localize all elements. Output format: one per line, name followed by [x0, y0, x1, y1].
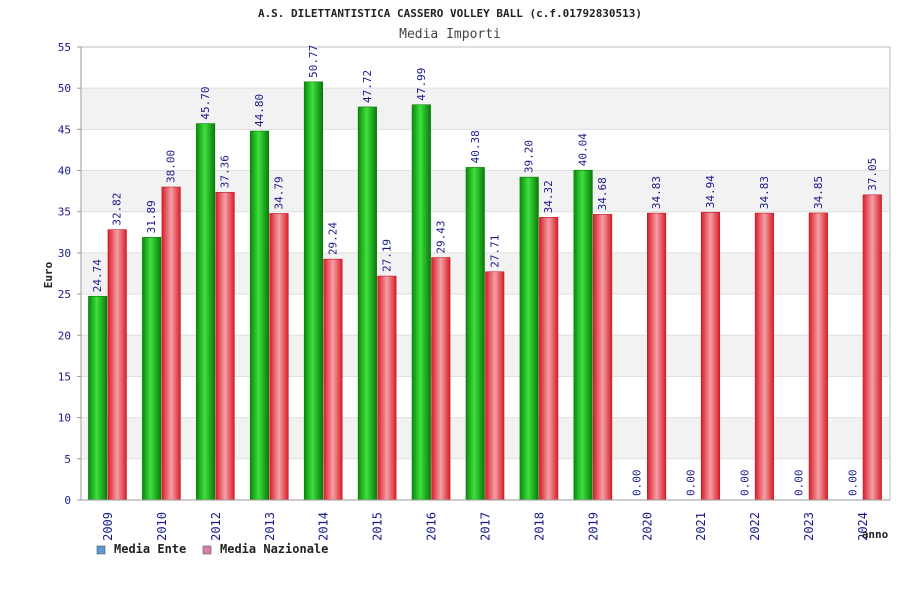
- bar-media-ente-2009: [88, 295, 108, 501]
- value-label-media-nazionale-2012: 37.36: [219, 155, 232, 188]
- y-tick-label: 15: [58, 370, 71, 383]
- y-axis-title: Euro: [42, 261, 55, 288]
- bar-media-ente-2012: [196, 123, 216, 501]
- legend: Media Ente Media Nazionale: [96, 542, 328, 556]
- value-label-media-ente-2019: 40.04: [577, 133, 590, 166]
- value-label-media-ente-2023: 0.00: [792, 470, 805, 497]
- value-label-media-ente-2014: 50.77: [307, 45, 320, 78]
- x-tick-label-2012: 2012: [209, 512, 223, 541]
- x-tick-label-2010: 2010: [155, 512, 169, 541]
- value-label-media-nazionale-2022: 34.83: [758, 176, 771, 209]
- value-label-media-ente-2021: 0.00: [684, 470, 697, 497]
- bar-media-nazionale-2015: [377, 275, 397, 501]
- bar-media-nazionale-2019: [593, 214, 613, 501]
- y-tick-label: 40: [58, 165, 71, 178]
- legend-swatch-media-ente: [96, 545, 106, 555]
- x-tick-label-2016: 2016: [425, 512, 439, 541]
- y-tick-label: 25: [58, 288, 71, 301]
- value-label-media-ente-2013: 44.80: [253, 94, 266, 127]
- bar-media-nazionale-2023: [808, 212, 828, 501]
- y-tick-label: 10: [58, 412, 71, 425]
- x-tick-label-2020: 2020: [640, 512, 654, 541]
- bar-media-nazionale-2013: [269, 213, 289, 501]
- bar-media-nazionale-2022: [754, 212, 774, 501]
- y-tick-label: 30: [58, 247, 71, 260]
- x-tick-label-2014: 2014: [317, 512, 331, 541]
- value-label-media-nazionale-2013: 34.79: [273, 176, 286, 209]
- y-tick-label: 5: [64, 453, 71, 466]
- legend-label-media-ente: Media Ente: [114, 542, 186, 556]
- value-label-media-ente-2024: 0.00: [846, 470, 859, 497]
- y-tick-label: 50: [58, 82, 71, 95]
- y-tick-label: 45: [58, 123, 71, 136]
- y-tick-label: 55: [58, 41, 71, 54]
- bar-media-ente-2016: [411, 104, 431, 501]
- value-label-media-ente-2020: 0.00: [631, 470, 644, 497]
- x-tick-label-2023: 2023: [802, 512, 816, 541]
- bar-media-nazionale-2009: [107, 229, 127, 501]
- bar-media-ente-2018: [519, 176, 539, 501]
- y-tick-label: 0: [64, 494, 71, 507]
- value-label-media-nazionale-2015: 27.19: [380, 239, 393, 272]
- value-label-media-nazionale-2009: 32.82: [111, 193, 124, 226]
- value-label-media-nazionale-2018: 34.32: [542, 180, 555, 213]
- x-axis: 2009 2010 2012 2013 2014 2015 2016 2017 2018 2019…: [81, 499, 890, 541]
- x-tick-label-2024: 2024: [856, 512, 870, 541]
- x-tick-label-2013: 2013: [263, 512, 277, 541]
- bar-media-nazionale-2018: [539, 217, 559, 501]
- value-label-media-ente-2009: 24.74: [91, 259, 104, 292]
- bar-media-nazionale-2010: [161, 186, 181, 501]
- value-label-media-ente-2012: 45.70: [199, 86, 212, 119]
- value-label-media-nazionale-2019: 34.68: [596, 177, 609, 210]
- x-tick-label-2021: 2021: [694, 512, 708, 541]
- value-label-media-ente-2017: 40.38: [469, 130, 482, 163]
- value-label-media-ente-2022: 0.00: [738, 470, 751, 497]
- y-axis: 0 5 10 15 20 25 30 35 40 45 50 55: [58, 41, 82, 507]
- bar-media-nazionale-2017: [485, 271, 505, 501]
- value-label-media-nazionale-2020: 34.83: [650, 176, 663, 209]
- x-tick-label-2022: 2022: [748, 512, 762, 541]
- x-tick-label-2017: 2017: [479, 512, 493, 541]
- x-tick-label-2019: 2019: [586, 512, 600, 541]
- legend-swatch-media-nazionale: [202, 545, 212, 555]
- bar-media-nazionale-2016: [431, 257, 451, 501]
- bar-media-ente-2014: [303, 81, 324, 501]
- x-tick-label-2015: 2015: [371, 512, 385, 541]
- bar-media-nazionale-2021: [700, 211, 721, 501]
- bar-media-nazionale-2020: [646, 212, 667, 501]
- bar-media-ente-2017: [465, 167, 485, 501]
- grid-band: [82, 88, 889, 130]
- value-label-media-nazionale-2021: 34.94: [704, 175, 717, 208]
- value-label-media-nazionale-2014: 29.24: [326, 222, 339, 255]
- chart-subtitle: Media Importi: [399, 27, 501, 42]
- x-tick-label-2018: 2018: [532, 512, 546, 541]
- x-axis-title: anno: [862, 528, 889, 541]
- value-label-media-nazionale-2024: 37.05: [866, 158, 879, 191]
- value-label-media-nazionale-2016: 29.43: [434, 220, 447, 253]
- value-label-media-nazionale-2010: 38.00: [165, 150, 178, 183]
- value-label-media-ente-2018: 39.20: [523, 140, 536, 173]
- bars: 24.74 32.82 31.89 38.00 45.70 37.36 44.80 34.79…: [88, 45, 882, 501]
- value-label-media-nazionale-2023: 34.85: [812, 176, 825, 209]
- bar-media-ente-2010: [142, 237, 162, 501]
- bar-media-ente-2019: [573, 169, 593, 501]
- bar-media-nazionale-2024: [862, 194, 882, 501]
- value-label-media-ente-2015: 47.72: [361, 70, 374, 103]
- value-label-media-ente-2016: 47.99: [415, 68, 428, 101]
- y-tick-label: 35: [58, 206, 71, 219]
- value-label-media-nazionale-2017: 27.71: [488, 235, 501, 268]
- legend-label-media-nazionale: Media Nazionale: [220, 542, 328, 556]
- chart-title: A.S. DILETTANTISTICA CASSERO VOLLEY BALL…: [258, 7, 642, 20]
- bar-media-nazionale-2012: [215, 191, 235, 501]
- bar-media-ente-2015: [357, 106, 377, 501]
- value-label-media-ente-2010: 31.89: [145, 200, 158, 233]
- x-tick-label-2009: 2009: [101, 512, 115, 541]
- bar-media-ente-2013: [249, 130, 270, 501]
- bar-media-nazionale-2014: [323, 258, 343, 501]
- y-tick-label: 20: [58, 329, 71, 342]
